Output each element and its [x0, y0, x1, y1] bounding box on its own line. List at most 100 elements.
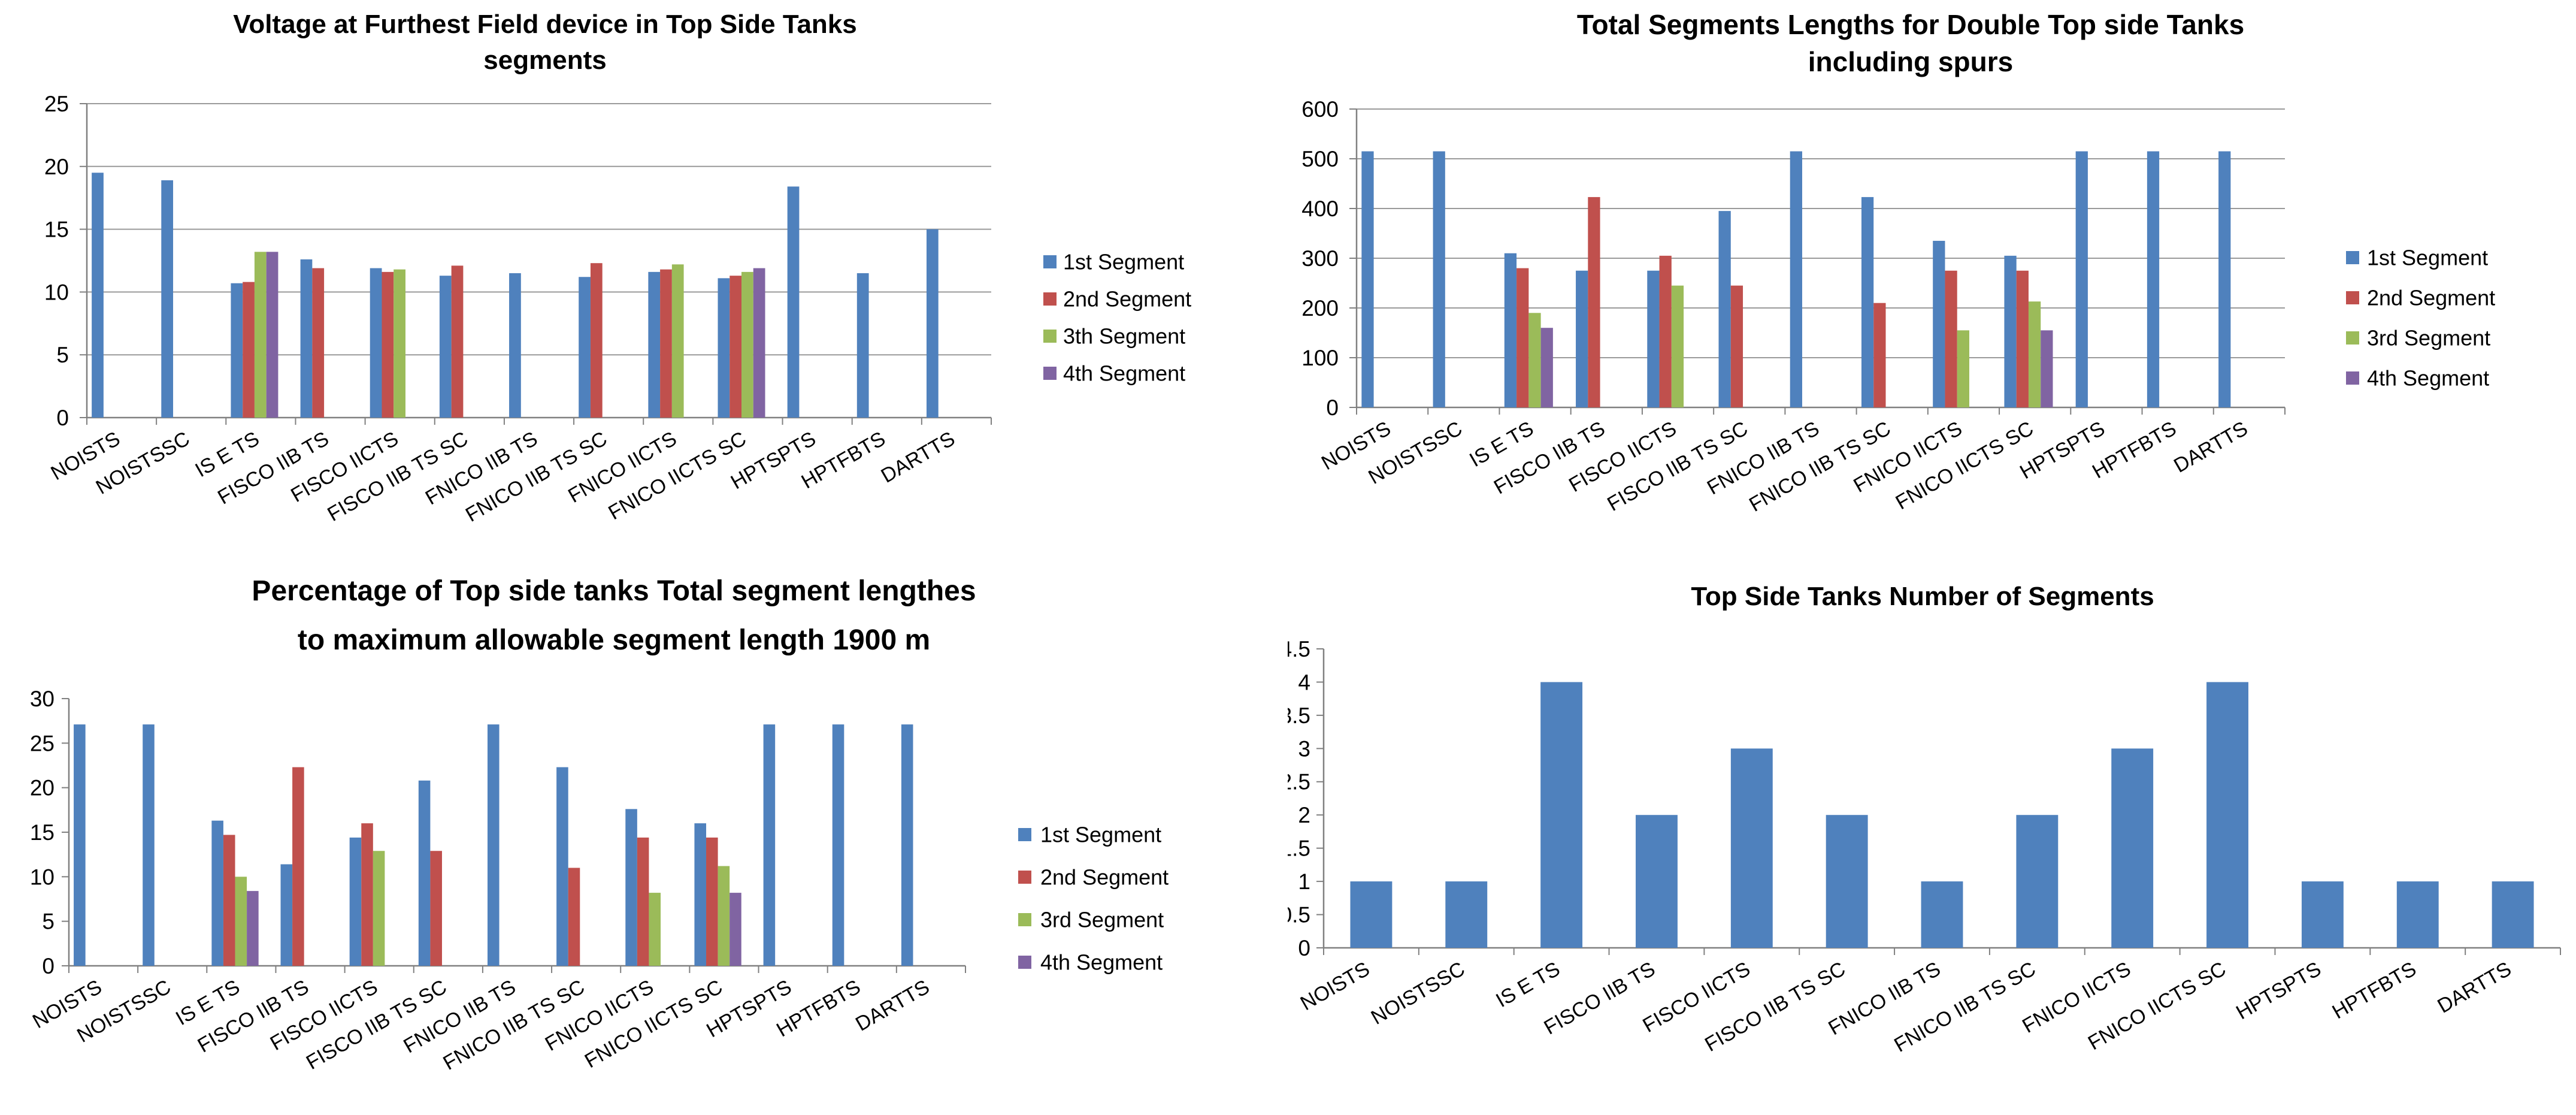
bar-1st-segment [556, 767, 568, 966]
bar-1st-segment [1433, 151, 1445, 408]
percentage-chart: Percentage of Top side tanks Total segme… [29, 575, 1169, 1075]
bar-3th-segment [671, 264, 684, 418]
legend-swatch [1043, 367, 1057, 380]
y-tick-label: 20 [30, 776, 55, 800]
bar-1st-segment [231, 283, 243, 418]
legend-label: 3rd Segment [1040, 908, 1164, 932]
legend-label: 1st Segment [1040, 823, 1161, 847]
bar-1st-segment [161, 180, 174, 418]
bar-4th-segment [2041, 330, 2053, 407]
bar-1st-segment [1504, 253, 1517, 407]
bar-number-of-segments [1445, 881, 1488, 948]
x-tick-label: NOISTSSC [1367, 957, 1469, 1029]
legend-swatch [1018, 956, 1031, 969]
bar-1st-segment [901, 724, 913, 966]
legend-label: 4th Segment [2367, 366, 2489, 391]
legend-label: 4th Segment [1063, 361, 1185, 386]
bar-1st-segment [1718, 211, 1731, 407]
bar-3rd-segment [235, 877, 247, 966]
bar-1st-segment [487, 724, 500, 966]
bar-3rd-segment [1957, 330, 1969, 407]
bar-1st-segment [1861, 197, 1874, 407]
y-tick-label: 200 [1301, 296, 1339, 321]
bar-2nd-segment [568, 868, 580, 966]
y-tick-label: 30 [30, 687, 55, 711]
bar-number-of-segments [2301, 881, 2344, 948]
bar-1st-segment [418, 780, 431, 966]
legend-swatch [1043, 292, 1057, 306]
bar-number-of-segments [1826, 815, 1868, 948]
legend-label: 4th Segment [1040, 950, 1163, 975]
bar-1st-segment [2004, 255, 2017, 407]
bar-1st-segment [718, 278, 730, 418]
bar-2nd-segment [729, 276, 742, 418]
bar-number-of-segments [1921, 881, 1963, 948]
x-tick-label: DARTTS [2170, 417, 2251, 478]
y-tick-label: 400 [1301, 197, 1339, 221]
chart-title: Top Side Tanks Number of Segments [1691, 582, 2154, 611]
x-tick-label: DARTTS [2433, 957, 2515, 1018]
bar-2nd-segment [1730, 285, 1743, 407]
y-tick-label: 25 [44, 92, 69, 116]
bar-1st-segment [211, 820, 223, 966]
bar-1st-segment [2147, 151, 2160, 408]
x-tick-label: NOISTS [1297, 957, 1374, 1015]
bar-3rd-segment [1528, 313, 1541, 407]
bar-1st-segment [92, 173, 104, 418]
bar-1st-segment [143, 724, 155, 966]
bar-3rd-segment [373, 851, 385, 966]
bar-number-of-segments [2206, 682, 2248, 948]
legend-label: 2nd Segment [1040, 865, 1169, 890]
y-tick-label: 3 [1298, 736, 1310, 761]
bar-1st-segment [300, 259, 313, 418]
bar-1st-segment [1576, 270, 1588, 407]
bar-2nd-segment [361, 823, 373, 966]
voltage-chart: Voltage at Furthest Field device in Top … [44, 10, 1191, 527]
y-tick-label: 15 [30, 820, 55, 845]
bar-1st-segment [2075, 151, 2088, 408]
chart-title-line: Total Segments Lengths for Double Top si… [1577, 9, 2244, 40]
x-tick-label: DARTTS [852, 975, 933, 1036]
y-tick-label: 1 [1298, 869, 1310, 894]
y-tick-label: 3.5 [1288, 703, 1310, 728]
bar-2nd-segment [1516, 268, 1529, 407]
bar-1st-segment [856, 273, 869, 418]
bar-1st-segment [1361, 151, 1374, 408]
x-tick-label: HPTSPTS [2232, 957, 2325, 1024]
bar-2nd-segment [1588, 197, 1600, 407]
chart-title-line: segments [483, 46, 606, 75]
bar-1st-segment [832, 724, 844, 966]
legend-swatch [2346, 331, 2359, 345]
legend-swatch [2346, 371, 2359, 385]
bar-2nd-segment [382, 271, 394, 418]
y-tick-label: 1.5 [1288, 836, 1310, 861]
bar-2nd-segment [1945, 270, 1957, 407]
bar-4th-segment [729, 893, 741, 966]
bar-3rd-segment [649, 893, 661, 966]
bar-2nd-segment [660, 269, 672, 418]
bar-number-of-segments [2492, 881, 2534, 948]
legend-label: 2nd Segment [2367, 286, 2495, 310]
bar-1st-segment [1933, 240, 1945, 407]
bar-2nd-segment [1873, 303, 1886, 407]
bar-1st-segment [370, 268, 382, 418]
chart-title-line: Top Side Tanks Number of Segments [1691, 582, 2154, 611]
bar-1st-segment [74, 724, 86, 966]
legend-label: 2nd Segment [1063, 287, 1191, 312]
percentage-chart-panel: Percentage of Top side tanks Total segme… [0, 557, 1288, 1115]
y-tick-label: 0 [1326, 395, 1339, 420]
number-of-segments-chart-panel: Top Side Tanks Number of Segments 0 0.5 1 1.… [1288, 557, 2576, 1115]
bar-2nd-segment [1659, 255, 1672, 407]
y-tick-label: 0 [1298, 936, 1310, 960]
bar-1st-segment [694, 823, 707, 966]
bar-2nd-segment [223, 835, 235, 966]
bar-3th-segment [254, 252, 267, 418]
bar-number-of-segments [2396, 881, 2439, 948]
bar-3th-segment [393, 269, 405, 418]
x-tick-label: HPTFBTS [2329, 957, 2420, 1023]
bar-1st-segment [926, 229, 939, 418]
y-tick-label: 0.5 [1288, 903, 1310, 927]
bar-1st-segment [1647, 270, 1660, 407]
y-tick-label: 5 [42, 909, 55, 934]
bar-number-of-segments [1730, 748, 1773, 948]
